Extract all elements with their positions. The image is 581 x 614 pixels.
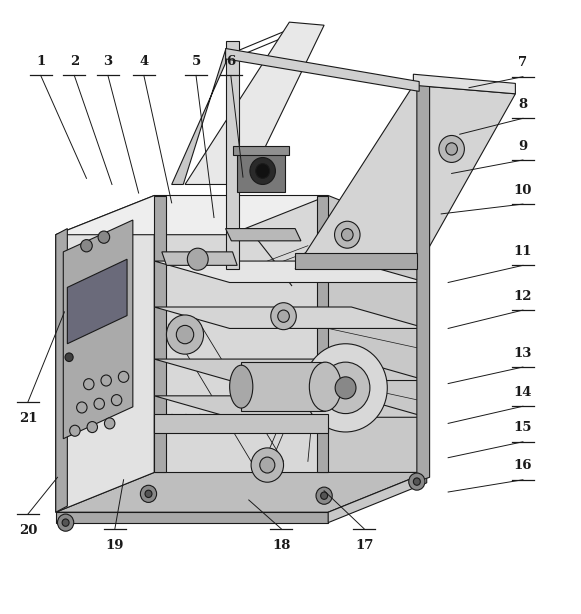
Text: 4: 4 (139, 55, 149, 68)
Polygon shape (225, 41, 239, 269)
Text: 16: 16 (514, 459, 532, 472)
Circle shape (321, 362, 370, 414)
Polygon shape (225, 49, 419, 91)
Circle shape (187, 248, 208, 270)
Polygon shape (171, 50, 225, 184)
Circle shape (413, 478, 420, 485)
Circle shape (98, 231, 110, 243)
Circle shape (260, 457, 275, 473)
Polygon shape (185, 22, 324, 184)
Circle shape (176, 325, 193, 344)
Polygon shape (317, 195, 328, 472)
Circle shape (439, 136, 464, 163)
Circle shape (84, 379, 94, 390)
Circle shape (112, 395, 122, 406)
Circle shape (271, 303, 296, 330)
Circle shape (256, 164, 270, 178)
Text: 18: 18 (272, 538, 290, 551)
Text: 20: 20 (19, 524, 37, 537)
Text: 3: 3 (103, 55, 113, 68)
Circle shape (77, 402, 87, 413)
Polygon shape (155, 261, 426, 282)
Circle shape (167, 315, 203, 354)
Circle shape (342, 228, 353, 241)
Circle shape (62, 519, 69, 526)
Circle shape (278, 310, 289, 322)
Polygon shape (56, 195, 155, 512)
Polygon shape (155, 396, 426, 418)
Polygon shape (328, 472, 426, 523)
Text: 17: 17 (355, 538, 374, 551)
Text: 5: 5 (191, 55, 200, 68)
Text: 12: 12 (514, 290, 532, 303)
Circle shape (141, 485, 157, 502)
Polygon shape (56, 195, 328, 235)
Circle shape (105, 418, 115, 429)
Polygon shape (67, 259, 127, 344)
Polygon shape (56, 472, 426, 512)
Ellipse shape (309, 362, 341, 411)
Text: 10: 10 (514, 184, 532, 196)
Circle shape (101, 375, 112, 386)
Polygon shape (241, 362, 325, 411)
Circle shape (250, 158, 275, 184)
Circle shape (409, 473, 425, 490)
Text: 11: 11 (514, 245, 532, 258)
Circle shape (87, 422, 98, 433)
Text: 7: 7 (518, 56, 528, 69)
Circle shape (94, 398, 105, 410)
Circle shape (119, 371, 129, 383)
Polygon shape (155, 195, 328, 472)
Text: 13: 13 (514, 347, 532, 360)
Circle shape (321, 492, 328, 499)
Polygon shape (232, 147, 289, 155)
Text: 6: 6 (226, 55, 235, 68)
Circle shape (58, 514, 74, 531)
Text: 19: 19 (106, 538, 124, 551)
Polygon shape (225, 228, 301, 241)
Text: 1: 1 (36, 55, 45, 68)
Text: 2: 2 (70, 55, 79, 68)
Polygon shape (417, 82, 429, 481)
Text: 15: 15 (514, 421, 532, 435)
Polygon shape (56, 228, 67, 512)
Polygon shape (328, 195, 426, 472)
Circle shape (251, 448, 284, 482)
Text: 14: 14 (514, 386, 532, 399)
Text: 8: 8 (518, 98, 528, 111)
Text: 9: 9 (518, 139, 528, 153)
Circle shape (335, 221, 360, 248)
Polygon shape (155, 359, 426, 381)
Circle shape (81, 239, 92, 252)
Polygon shape (295, 85, 515, 269)
Circle shape (65, 353, 73, 362)
Polygon shape (155, 414, 328, 433)
Polygon shape (295, 253, 417, 269)
Circle shape (316, 487, 332, 504)
Circle shape (304, 344, 388, 432)
Circle shape (145, 490, 152, 497)
Text: 21: 21 (19, 412, 37, 425)
Polygon shape (56, 512, 328, 523)
Circle shape (446, 143, 457, 155)
Polygon shape (155, 195, 166, 472)
Circle shape (335, 377, 356, 399)
Polygon shape (155, 307, 426, 328)
Polygon shape (413, 74, 515, 94)
Circle shape (70, 426, 80, 437)
Polygon shape (237, 148, 285, 192)
Ellipse shape (229, 365, 253, 408)
Polygon shape (63, 220, 133, 439)
Polygon shape (162, 252, 237, 265)
